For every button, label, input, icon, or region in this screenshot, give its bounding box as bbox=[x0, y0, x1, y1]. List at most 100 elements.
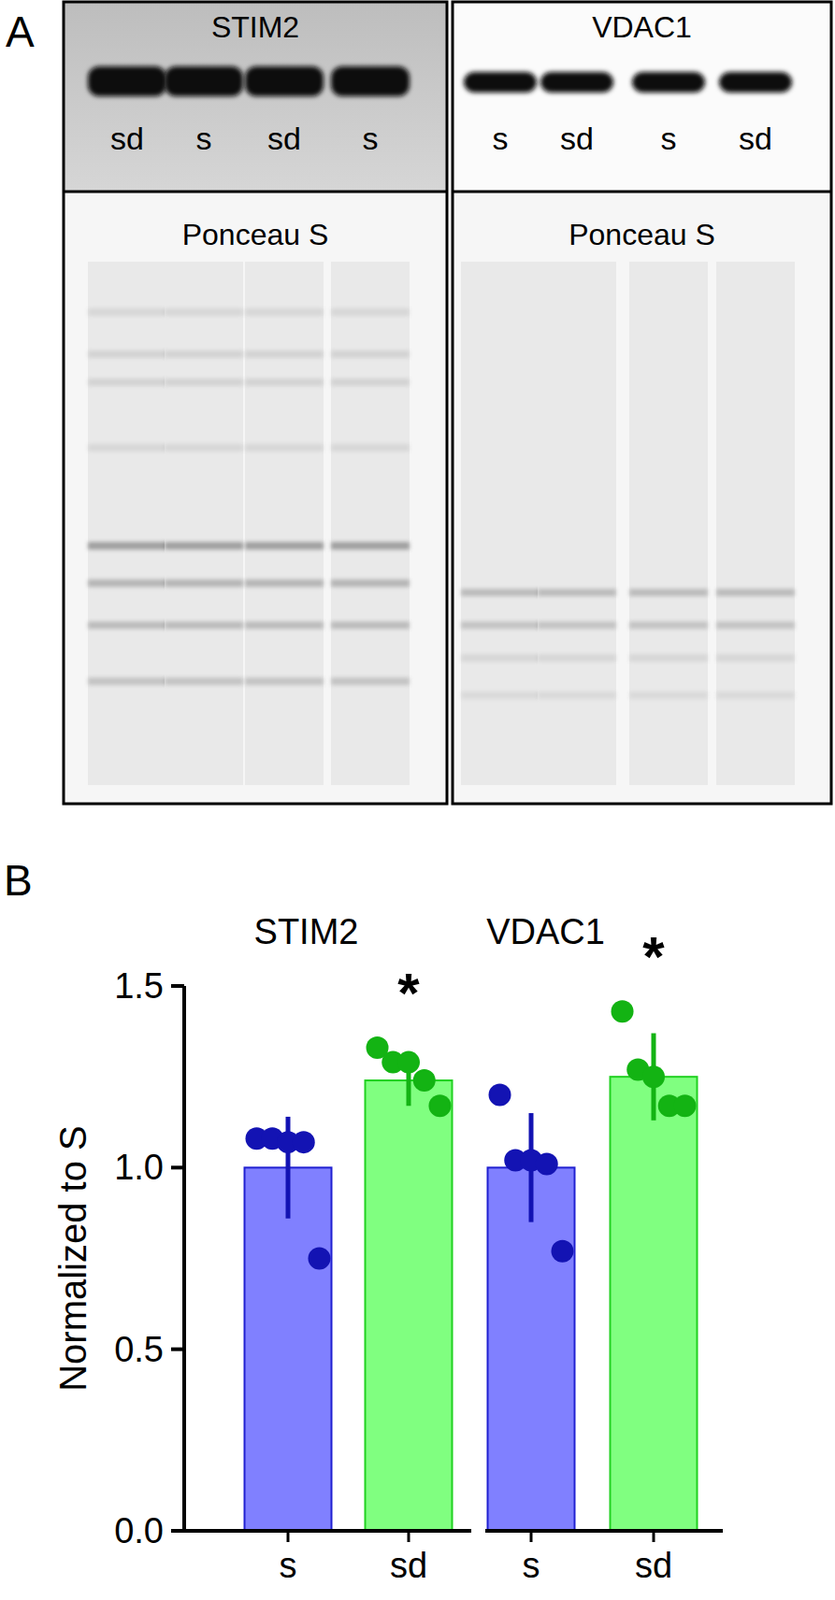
stain-band bbox=[716, 654, 795, 663]
stain-band bbox=[87, 444, 167, 452]
lane-label: s bbox=[196, 120, 213, 157]
data-point bbox=[489, 1084, 512, 1108]
x-axis bbox=[184, 1529, 472, 1534]
stain-band bbox=[331, 677, 410, 686]
blot-background bbox=[452, 1, 832, 192]
x-tick-label: s bbox=[279, 1546, 298, 1586]
stain-band bbox=[460, 654, 540, 663]
stain-band bbox=[244, 378, 324, 387]
stain-band bbox=[331, 350, 410, 359]
significance-marker: * bbox=[642, 925, 665, 989]
data-point bbox=[673, 1094, 696, 1118]
blot-band bbox=[632, 71, 706, 93]
stain-band bbox=[629, 691, 708, 700]
blot-title: STIM2 bbox=[211, 10, 300, 44]
stain-label: Ponceau S bbox=[182, 217, 330, 252]
panel-label: B bbox=[3, 856, 33, 906]
lane-label: sd bbox=[267, 120, 302, 157]
blot-band bbox=[719, 71, 792, 93]
y-tick bbox=[171, 1529, 185, 1534]
subplot: s sd * VDAC1 bbox=[485, 912, 723, 1586]
stain-band bbox=[87, 350, 167, 359]
stain-band bbox=[244, 579, 324, 588]
data-point bbox=[307, 1248, 331, 1271]
y-tick bbox=[171, 984, 185, 989]
stain-background bbox=[63, 191, 447, 805]
y-tick bbox=[171, 1166, 185, 1170]
blot-frame bbox=[63, 1, 447, 805]
significance-marker: * bbox=[397, 962, 420, 1025]
lane-label: s bbox=[661, 120, 677, 157]
stain-band bbox=[244, 308, 324, 317]
subplot-title: STIM2 bbox=[254, 912, 360, 952]
blot-frame bbox=[452, 1, 832, 805]
y-tick-label: 0.5 bbox=[114, 1330, 164, 1370]
x-tick-label: s bbox=[522, 1546, 541, 1586]
lane-label: sd bbox=[560, 120, 594, 157]
stain-band bbox=[164, 677, 244, 686]
stain-lane bbox=[629, 261, 708, 786]
blot-divider bbox=[63, 190, 447, 194]
y-tick-label: 0.0 bbox=[114, 1511, 164, 1552]
plot-area bbox=[244, 1036, 453, 1532]
data-point bbox=[611, 1000, 634, 1023]
stain-band bbox=[331, 621, 410, 630]
blot-panel: ssdssdVDAC1Ponceau S bbox=[452, 1, 832, 805]
blot-band bbox=[463, 71, 537, 93]
stain-band bbox=[629, 589, 708, 597]
stain-band bbox=[537, 654, 617, 663]
stain-band bbox=[164, 308, 244, 317]
blot-panel: sdssdsSTIM2Ponceau S bbox=[63, 1, 447, 805]
stain-band bbox=[460, 691, 540, 700]
stain-band bbox=[629, 654, 708, 663]
bar bbox=[365, 1080, 453, 1532]
subplot-title: VDAC1 bbox=[486, 912, 605, 952]
data-point bbox=[535, 1152, 559, 1176]
stain-band bbox=[164, 542, 244, 550]
blot-band bbox=[331, 66, 410, 97]
y-tick-label: 1.5 bbox=[114, 966, 164, 1007]
stain-lane bbox=[164, 261, 244, 786]
stain-band bbox=[164, 444, 244, 452]
data-point bbox=[642, 1065, 665, 1089]
stain-lane bbox=[331, 261, 410, 786]
stain-band bbox=[87, 542, 167, 550]
stain-band bbox=[164, 350, 244, 359]
bar bbox=[244, 1167, 332, 1532]
blot-background bbox=[63, 1, 447, 192]
stain-band bbox=[87, 378, 167, 387]
blot-band bbox=[87, 66, 167, 97]
stain-band bbox=[87, 621, 167, 630]
x-tick-label: sd bbox=[634, 1546, 673, 1586]
data-point bbox=[550, 1240, 574, 1264]
stain-band bbox=[716, 589, 795, 597]
y-tick-label: 1.0 bbox=[114, 1148, 164, 1188]
blot-divider bbox=[452, 190, 832, 194]
blot-band bbox=[164, 66, 244, 97]
plot-area bbox=[488, 1000, 698, 1532]
stain-background bbox=[452, 191, 832, 805]
stain-band bbox=[629, 621, 708, 630]
stain-band bbox=[460, 589, 540, 597]
stain-band bbox=[537, 691, 617, 700]
blot-band bbox=[244, 66, 324, 97]
figure: Asd s sd s STIM2 Ponceau S s sd s sd VDAC1 Ponceau … bbox=[0, 0, 835, 1600]
stain-lane bbox=[244, 261, 324, 786]
stain-band bbox=[716, 691, 795, 700]
stain-band bbox=[244, 677, 324, 686]
stain-band bbox=[244, 444, 324, 452]
y-axis-label: Normalized to S bbox=[52, 1125, 94, 1393]
stain-lane bbox=[537, 261, 617, 786]
stain-band bbox=[331, 378, 410, 387]
stain-lane bbox=[87, 261, 167, 786]
lane-label: sd bbox=[738, 120, 773, 157]
stain-label: Ponceau S bbox=[568, 217, 716, 252]
stain-band bbox=[87, 579, 167, 588]
lane-label: s bbox=[492, 120, 509, 157]
panel-label: A bbox=[5, 7, 35, 57]
stain-band bbox=[331, 579, 410, 588]
stain-lane bbox=[716, 261, 795, 786]
y-tick bbox=[171, 1348, 185, 1353]
bar bbox=[610, 1077, 698, 1532]
stain-band bbox=[244, 350, 324, 359]
